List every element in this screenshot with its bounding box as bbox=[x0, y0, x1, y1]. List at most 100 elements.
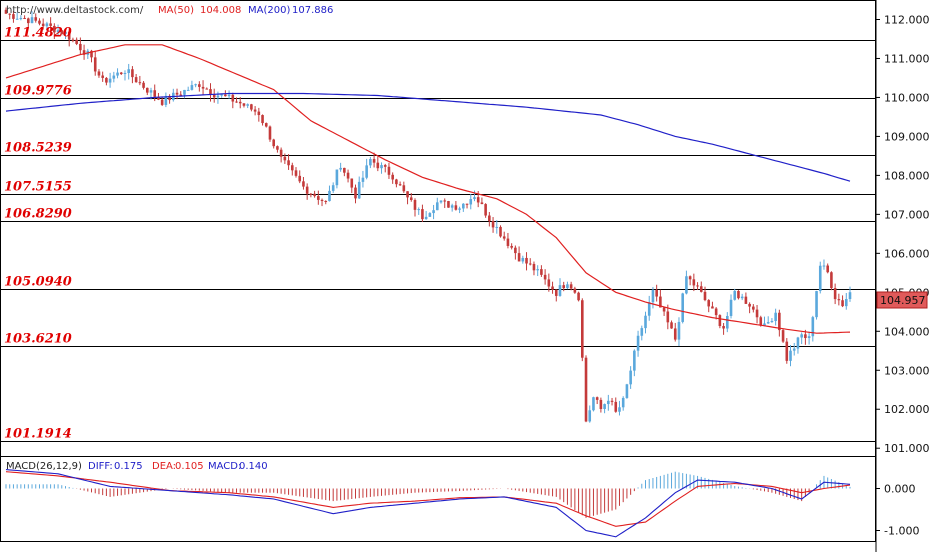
candle-body bbox=[224, 94, 227, 97]
candle-body bbox=[67, 31, 71, 40]
level-label-3: 107.5155 bbox=[4, 180, 72, 195]
candle-body bbox=[134, 77, 138, 83]
candle-body bbox=[279, 149, 283, 157]
candle-body bbox=[644, 315, 647, 329]
candle-body bbox=[506, 238, 510, 246]
candle-body bbox=[569, 284, 573, 289]
candle-body bbox=[699, 286, 703, 292]
price-tick-label-5: 107.000 bbox=[884, 208, 930, 221]
macd-macd-label: MACD: bbox=[208, 461, 241, 472]
candle-body bbox=[127, 69, 130, 73]
macd-dea-value: 0.105 bbox=[175, 461, 204, 472]
price-tick-label-11: 101.000 bbox=[884, 442, 930, 455]
candle-body bbox=[766, 322, 770, 324]
candle-body bbox=[562, 285, 566, 289]
candle-body bbox=[261, 115, 264, 124]
candle-body bbox=[826, 265, 829, 273]
price-panel-frame bbox=[0, 0, 876, 457]
macd-dea-label: DEA: bbox=[152, 461, 176, 472]
macd-dea-line bbox=[5, 471, 851, 527]
candle-body bbox=[484, 204, 487, 216]
candle-body bbox=[517, 253, 521, 262]
candle-body bbox=[707, 300, 711, 307]
candle-body bbox=[543, 274, 547, 280]
candle-body bbox=[621, 397, 625, 408]
support-resistance-levels bbox=[1, 40, 876, 442]
candle-body bbox=[551, 286, 554, 290]
candle-body bbox=[443, 200, 447, 202]
candle-body bbox=[528, 263, 532, 265]
candle-body bbox=[476, 197, 480, 203]
candle-body bbox=[145, 87, 149, 93]
candle-body bbox=[153, 90, 157, 97]
candle-body bbox=[194, 84, 197, 86]
candle-body bbox=[714, 308, 718, 316]
candle-body bbox=[376, 162, 380, 169]
level-labels: 111.4820 109.9776 108.5239 107.5155 106.8290… bbox=[4, 26, 72, 442]
candle-body bbox=[532, 263, 536, 271]
candle-body bbox=[205, 88, 209, 90]
price-tick-label-2: 110.000 bbox=[884, 91, 930, 104]
candle-body bbox=[462, 203, 465, 209]
candle-body bbox=[220, 94, 223, 96]
candle-body bbox=[272, 139, 276, 147]
candle-body bbox=[149, 90, 153, 93]
candle-body bbox=[502, 236, 506, 239]
candle-body bbox=[71, 39, 75, 41]
candle-body bbox=[108, 78, 112, 83]
candle-body bbox=[60, 30, 64, 34]
candle-body bbox=[335, 169, 339, 186]
macd-diff-label: DIFF: bbox=[88, 461, 113, 472]
candle-body bbox=[640, 328, 644, 336]
candle-body bbox=[201, 86, 205, 89]
candle-body bbox=[227, 94, 231, 97]
candle-body bbox=[302, 181, 305, 187]
last-price-value: 104.957 bbox=[880, 294, 926, 307]
candle-body bbox=[439, 200, 443, 203]
macd-macd-value: 0.140 bbox=[239, 461, 268, 472]
candle-body bbox=[79, 43, 82, 51]
candle-body bbox=[183, 89, 186, 95]
candle-body bbox=[833, 288, 837, 300]
candle-body bbox=[209, 89, 212, 95]
candle-body bbox=[398, 184, 402, 186]
candle-body bbox=[339, 167, 342, 170]
candle-body bbox=[346, 172, 350, 179]
ma50-line bbox=[5, 44, 851, 334]
price-tick-label-10: 102.000 bbox=[884, 403, 930, 416]
candle-body bbox=[138, 82, 142, 84]
candle-body bbox=[38, 20, 41, 24]
candle-body bbox=[633, 350, 636, 371]
candle-body bbox=[331, 185, 335, 191]
candle-body bbox=[662, 307, 666, 312]
candle-body bbox=[514, 247, 517, 254]
candle-body bbox=[186, 89, 190, 91]
candle-body bbox=[101, 75, 104, 78]
candle-body bbox=[718, 315, 722, 327]
macd-title: MACD(26,12,9) bbox=[6, 461, 82, 472]
ma200-value: 107.886 bbox=[292, 5, 333, 16]
candle-body bbox=[841, 300, 844, 307]
candle-body bbox=[636, 335, 640, 351]
candle-body bbox=[264, 123, 268, 127]
candle-body bbox=[595, 397, 599, 400]
candle-body bbox=[313, 193, 316, 197]
candle-body bbox=[647, 302, 651, 316]
candle-body bbox=[673, 328, 677, 340]
price-tick-label-1: 111.000 bbox=[884, 52, 930, 65]
candle-body bbox=[112, 75, 116, 79]
candle-body bbox=[480, 202, 484, 205]
candle-body bbox=[12, 14, 15, 19]
candle-body bbox=[395, 179, 398, 185]
candle-body bbox=[692, 279, 696, 286]
candle-body bbox=[97, 71, 101, 76]
candle-body bbox=[744, 296, 748, 304]
candle-body bbox=[458, 208, 461, 210]
candle-body bbox=[283, 156, 287, 161]
candle-body bbox=[610, 400, 614, 402]
candle-body bbox=[830, 272, 833, 289]
candle-body bbox=[276, 146, 279, 150]
candle-body bbox=[755, 309, 759, 318]
level-label-0: 111.4820 bbox=[4, 26, 72, 41]
